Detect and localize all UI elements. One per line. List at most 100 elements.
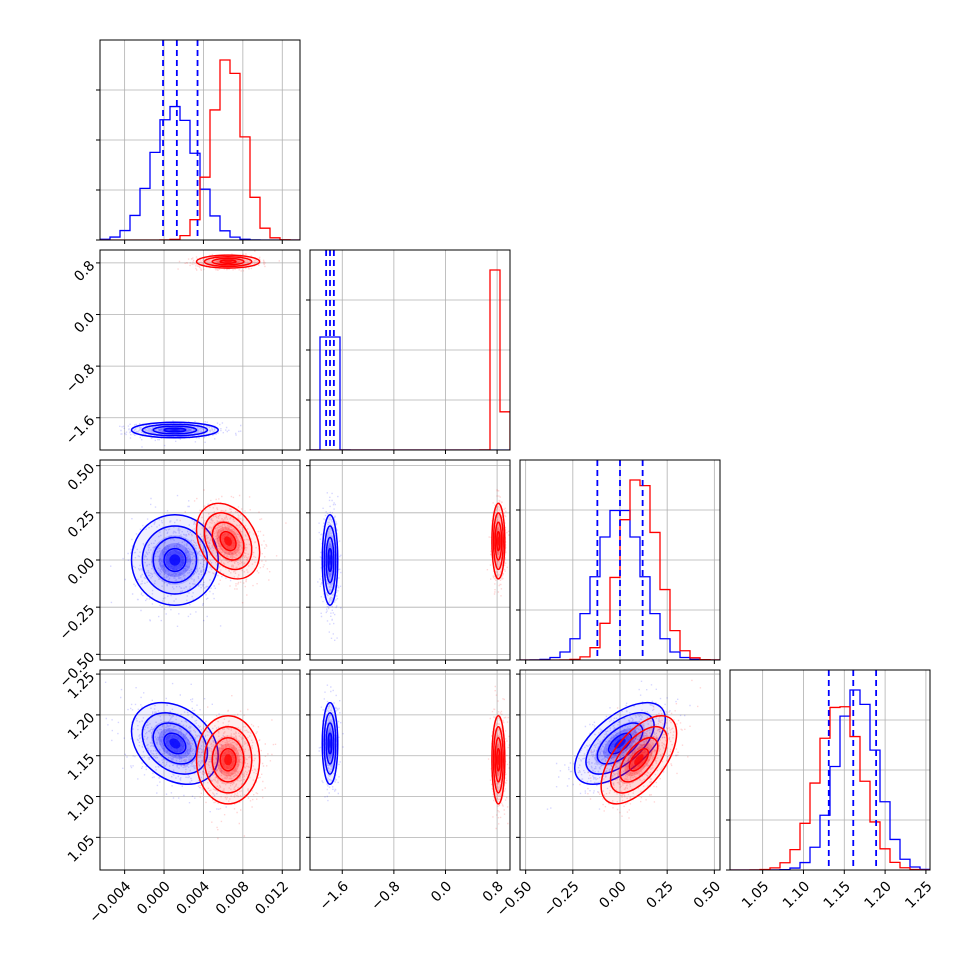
scatter-blue-2-0 — [110, 494, 239, 627]
contour-blue-3-0-2 — [141, 712, 209, 775]
contour-red-3-1-2 — [492, 725, 504, 794]
x-tick-label-3-0: 1.05 — [739, 878, 772, 911]
contour-blue-2-1-2 — [323, 525, 337, 595]
contour-red-2-1-2 — [492, 512, 504, 571]
y-tick-label-1-2: 0.0 — [71, 309, 98, 336]
density-red-3-0-5 — [224, 754, 233, 766]
density-blue-2-0-5 — [169, 554, 181, 566]
x-tick-label-3-2: 1.15 — [821, 878, 854, 911]
contour-blue-3-1-0 — [327, 732, 333, 755]
contour-red-3-2-1 — [619, 737, 659, 783]
contour-blue-3-1-2 — [323, 712, 337, 775]
x-tick-label-3-4: 1.25 — [902, 878, 935, 911]
panel-3-2 — [516, 669, 721, 874]
y-tick-label-3-1: 1.10 — [65, 792, 98, 825]
density-blue-1-0-5 — [169, 429, 181, 431]
contour-red-3-0-3 — [195, 714, 261, 805]
scatter-blue-2-1 — [317, 492, 342, 641]
contour-blue-1-0-1 — [152, 425, 198, 435]
contour-red-3-0-2 — [203, 725, 253, 794]
contour-blue-2-0-0 — [163, 547, 187, 573]
scatter-red-3-2 — [579, 679, 702, 819]
y-tick-label-3-0: 1.05 — [65, 832, 98, 865]
panel-0-0 — [96, 39, 301, 244]
x-tick-label-0-1: 0.000 — [134, 878, 174, 918]
y-tick-label-2-2: 0.00 — [65, 555, 98, 588]
contour-red-2-0-1 — [211, 521, 245, 561]
contour-red-2-0-3 — [195, 502, 261, 580]
panel-3-0 — [96, 669, 301, 874]
contour-red-3-2-0 — [628, 748, 650, 772]
panel-1-1 — [306, 249, 511, 454]
density-red-2-1-5 — [497, 536, 500, 546]
x-tick-label-0-0: −0.004 — [86, 878, 134, 926]
panel-3-3 — [726, 669, 931, 874]
density-red-3-1-5 — [497, 754, 500, 766]
contour-red-3-0-1 — [211, 737, 245, 783]
contour-blue-3-0-1 — [152, 722, 198, 765]
y-tick-label-2-4: 0.50 — [65, 461, 98, 494]
x-tick-label-3-1: 1.10 — [780, 878, 813, 911]
x-tick-label-1-1: −0.8 — [368, 878, 403, 913]
y-tick-label-3-2: 1.15 — [65, 751, 98, 784]
contour-blue-3-2-1 — [596, 722, 644, 765]
y-tick-label-1-3: 0.8 — [71, 258, 98, 285]
panel-2-2 — [516, 459, 721, 664]
density-blue-2-1-5 — [329, 554, 331, 566]
histogram-red-0 — [100, 59, 300, 240]
contour-red-1-0-2 — [203, 256, 253, 268]
density-blue-3-0-5 — [169, 738, 181, 749]
contour-blue-1-0-2 — [141, 423, 209, 437]
x-tick-label-1-2: 0.0 — [428, 878, 455, 905]
contour-red-2-0-2 — [203, 512, 253, 571]
x-tick-label-2-4: 0.50 — [691, 878, 724, 911]
y-tick-label-2-3: 0.25 — [65, 508, 98, 541]
contour-blue-3-0-0 — [163, 732, 187, 755]
panel-frame-1-0 — [99, 249, 301, 451]
contour-red-1-0-3 — [195, 254, 261, 269]
contour-red-2-1-3 — [491, 502, 506, 580]
density-blue-3-1-5 — [329, 738, 331, 749]
panel-1-0 — [96, 249, 301, 454]
density-red-1-0-5 — [224, 260, 233, 263]
contour-blue-3-1-3 — [321, 701, 339, 786]
histogram-red-1 — [310, 269, 510, 450]
y-tick-label-1-0: −1.6 — [63, 413, 98, 448]
density-red-2-0-5 — [224, 536, 233, 546]
contour-blue-2-0-3 — [130, 513, 219, 607]
x-tick-label-2-3: 0.25 — [644, 878, 677, 911]
contour-blue-2-1-0 — [327, 547, 333, 573]
panel-2-1 — [306, 459, 511, 664]
contour-red-1-0-1 — [211, 257, 245, 266]
panel-frame-3-1 — [309, 669, 511, 871]
contour-red-3-2-3 — [600, 714, 678, 805]
scatter-red-2-0 — [177, 489, 287, 604]
x-tick-label-2-1: −0.25 — [541, 878, 583, 920]
contour-red-2-0-0 — [219, 530, 237, 552]
density-red-3-2-5 — [634, 754, 644, 766]
x-tick-label-1-0: −1.6 — [317, 878, 352, 913]
contour-blue-3-0-3 — [130, 701, 219, 786]
contour-red-2-1-0 — [496, 530, 501, 552]
panel-2-0 — [96, 459, 301, 664]
x-tick-label-0-2: 0.004 — [174, 878, 214, 918]
contour-red-1-0-0 — [219, 259, 237, 264]
panel-frame-3-0 — [99, 669, 301, 871]
contour-red-3-0-0 — [219, 748, 237, 772]
x-tick-label-0-4: 0.012 — [252, 878, 292, 918]
contour-red-3-1-3 — [491, 714, 506, 805]
x-tick-label-0-3: 0.008 — [213, 878, 253, 918]
contour-red-3-2-2 — [609, 725, 668, 794]
y-tick-label-2-1: −0.25 — [57, 602, 99, 644]
histogram-blue-1 — [310, 336, 510, 450]
contour-blue-1-0-3 — [130, 421, 219, 439]
contour-red-3-1-0 — [496, 748, 501, 772]
contour-blue-2-0-1 — [152, 536, 198, 584]
scatter-blue-3-0 — [104, 681, 230, 813]
panel-3-1 — [306, 669, 511, 874]
x-tick-label-2-2: 0.00 — [596, 878, 629, 911]
contour-blue-1-0-0 — [163, 427, 187, 433]
contour-blue-2-1-1 — [325, 536, 335, 584]
